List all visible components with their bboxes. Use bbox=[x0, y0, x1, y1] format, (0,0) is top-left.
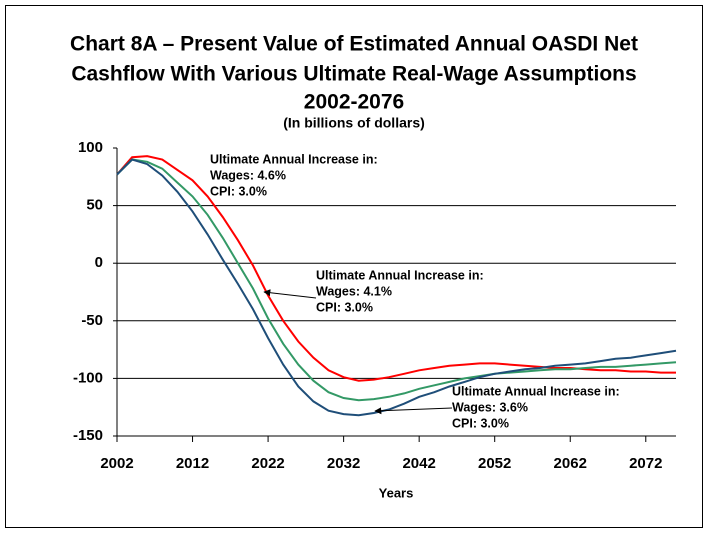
annotation: Ultimate Annual Increase in: bbox=[452, 384, 620, 398]
x-tick-label: 2012 bbox=[176, 455, 209, 472]
chart-title: Cashflow With Various Ultimate Real-Wage… bbox=[71, 63, 636, 86]
y-tick-label: -100 bbox=[73, 369, 103, 386]
annotation: Ultimate Annual Increase in: bbox=[316, 268, 484, 282]
x-tick-label: 2022 bbox=[251, 455, 284, 472]
annotation: CPI: 3.0% bbox=[316, 300, 373, 314]
y-tick-label: 100 bbox=[78, 139, 103, 156]
y-tick-label: 50 bbox=[86, 197, 103, 214]
chart-subtitle: (In billions of dollars) bbox=[283, 115, 425, 131]
x-tick-label: 2052 bbox=[478, 455, 511, 472]
x-tick-label: 2042 bbox=[402, 455, 435, 472]
x-axis-label: Years bbox=[379, 485, 414, 500]
annotation-arrow bbox=[263, 289, 317, 299]
y-tick-label: -150 bbox=[73, 427, 103, 444]
y-tick-label: -50 bbox=[81, 312, 103, 329]
annotation: Ultimate Annual Increase in: bbox=[210, 152, 378, 166]
chart-title: Chart 8A – Present Value of Estimated An… bbox=[70, 33, 638, 56]
series-line bbox=[116, 158, 677, 417]
series-line bbox=[116, 158, 677, 402]
annotation: CPI: 3.0% bbox=[210, 184, 267, 198]
chart-title: 2002-2076 bbox=[304, 91, 404, 114]
annotation: Wages: 4.1% bbox=[316, 284, 392, 298]
y-tick-label: 0 bbox=[95, 254, 103, 271]
annotation: CPI: 3.0% bbox=[452, 416, 509, 430]
annotation: Wages: 4.6% bbox=[210, 168, 286, 182]
annotation-arrow bbox=[374, 407, 453, 415]
annotation: Wages: 3.6% bbox=[452, 400, 528, 414]
x-tick-label: 2032 bbox=[327, 455, 360, 472]
x-tick-label: 2062 bbox=[554, 455, 587, 472]
x-tick-label: 2002 bbox=[100, 455, 133, 472]
chart-frame bbox=[5, 5, 703, 528]
x-tick-label: 2072 bbox=[629, 455, 662, 472]
